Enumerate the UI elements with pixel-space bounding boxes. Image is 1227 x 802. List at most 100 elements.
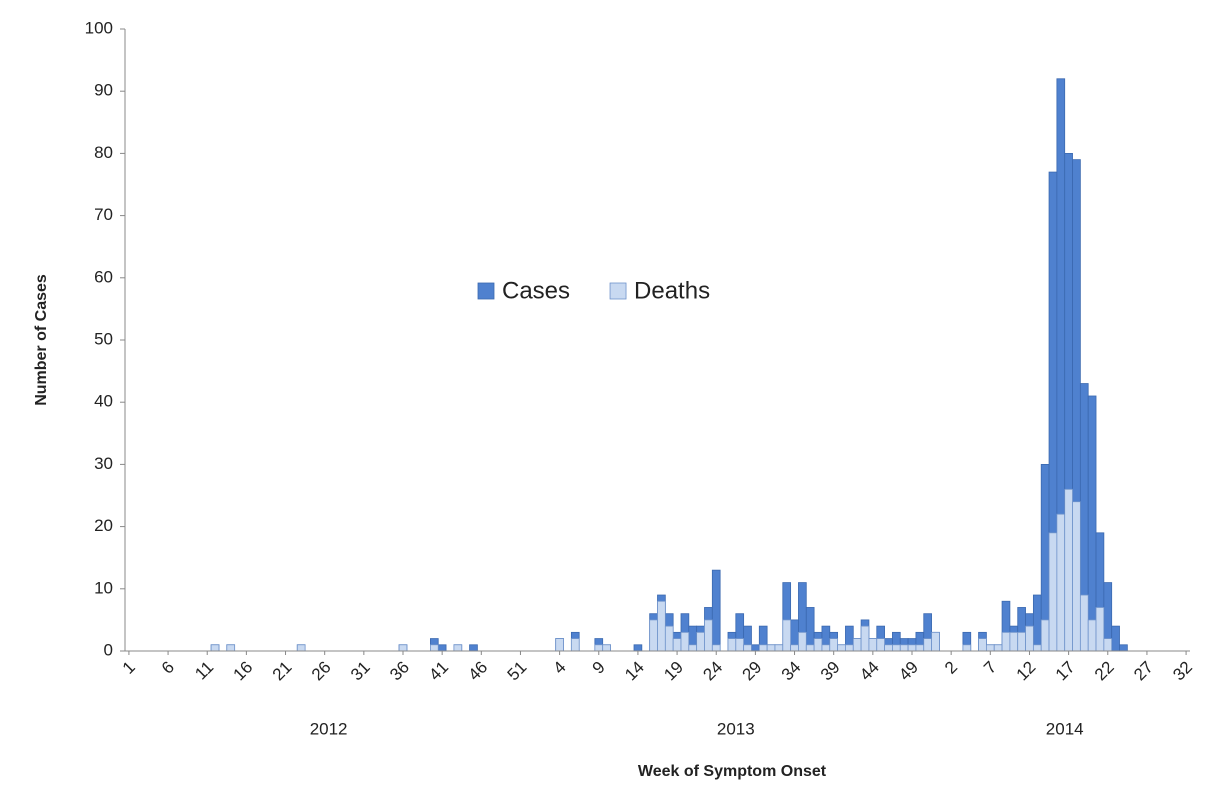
x-tick-label: 7 <box>980 658 1000 678</box>
x-tick-label: 26 <box>308 658 335 685</box>
y-tick-label: 100 <box>85 18 113 37</box>
y-tick-label: 30 <box>94 454 113 473</box>
legend-swatch <box>609 282 627 300</box>
bar <box>727 638 737 652</box>
bar <box>1032 594 1042 652</box>
y-tick-label: 90 <box>94 81 113 100</box>
y-tick-label: 0 <box>104 640 113 659</box>
x-axis-title: Week of Symptom Onset <box>638 763 827 780</box>
x-tick-label: 36 <box>386 658 413 685</box>
year-label: 2014 <box>1046 719 1084 738</box>
x-tick-label: 41 <box>425 658 452 685</box>
bar <box>1103 638 1113 652</box>
x-tick-label: 51 <box>504 658 531 685</box>
bar <box>672 638 682 652</box>
bar <box>649 619 658 652</box>
y-tick-label: 20 <box>94 516 113 535</box>
bar <box>907 644 917 652</box>
x-tick-label: 17 <box>1052 658 1079 685</box>
x-tick-label: 12 <box>1013 658 1040 685</box>
x-tick-label: 39 <box>817 658 844 685</box>
bar <box>594 644 604 652</box>
bar <box>1017 631 1026 652</box>
x-tick-label: 2 <box>941 658 961 678</box>
bar <box>751 644 760 652</box>
x-tick-label: 49 <box>895 658 922 685</box>
bar <box>570 638 580 652</box>
bar <box>884 644 893 652</box>
bar <box>915 644 925 652</box>
bar <box>680 631 690 652</box>
bar <box>790 644 799 652</box>
bar <box>962 644 972 652</box>
bar <box>782 619 792 652</box>
bar <box>1009 631 1019 652</box>
bar <box>696 631 705 652</box>
x-tick-label: 14 <box>621 658 648 685</box>
bar <box>437 644 447 652</box>
bar <box>931 631 940 652</box>
bar <box>923 638 932 652</box>
bar <box>633 644 643 652</box>
x-tick-label: 29 <box>739 658 766 685</box>
bar <box>813 638 823 652</box>
x-tick-label: 32 <box>1169 658 1196 685</box>
bar <box>469 644 478 652</box>
bar <box>860 625 870 652</box>
bar <box>398 644 408 652</box>
bar <box>766 644 776 652</box>
bar <box>805 644 815 652</box>
bar <box>993 644 1003 652</box>
x-tick-label: 11 <box>191 658 217 684</box>
bar <box>798 631 807 652</box>
x-tick-label: 22 <box>1091 658 1118 685</box>
x-tick-label: 34 <box>778 658 805 685</box>
y-tick-label: 80 <box>94 143 113 162</box>
bar <box>876 638 885 652</box>
bar <box>1072 501 1081 652</box>
legend-label: Cases <box>502 277 570 304</box>
bar <box>837 644 846 652</box>
x-tick-label: 1 <box>119 658 139 678</box>
bar <box>1087 395 1097 652</box>
bar <box>1079 594 1089 652</box>
bar <box>453 644 463 652</box>
y-tick-label: 50 <box>94 329 113 348</box>
year-label: 2012 <box>310 719 348 738</box>
bar <box>555 638 564 652</box>
bar <box>688 644 698 652</box>
bar <box>296 644 306 652</box>
bar <box>226 644 236 652</box>
bar <box>1095 607 1105 652</box>
bar <box>852 638 862 652</box>
y-tick-label: 70 <box>94 205 113 224</box>
year-label: 2013 <box>717 719 755 738</box>
bar <box>868 638 878 652</box>
bar <box>1048 532 1058 652</box>
bar <box>758 644 768 652</box>
x-tick-label: 31 <box>347 658 374 685</box>
bar <box>985 644 995 652</box>
bar <box>892 644 901 652</box>
bar <box>657 600 666 652</box>
x-tick-label: 46 <box>464 658 491 685</box>
bar <box>602 644 611 652</box>
x-tick-label: 6 <box>158 658 178 678</box>
bar <box>899 644 909 652</box>
bar <box>821 644 831 652</box>
bar <box>430 644 439 652</box>
bar <box>978 638 987 652</box>
x-tick-label: 9 <box>589 658 609 678</box>
bar <box>774 644 784 652</box>
x-tick-label: 4 <box>549 658 569 678</box>
bar <box>1111 625 1120 652</box>
y-tick-label: 60 <box>94 267 113 286</box>
x-tick-label: 16 <box>230 658 257 685</box>
bar <box>829 638 839 652</box>
bar <box>1040 619 1050 652</box>
y-tick-label: 40 <box>94 392 113 411</box>
x-tick-label: 24 <box>699 658 726 685</box>
bar <box>1119 644 1128 652</box>
bar <box>735 638 745 652</box>
